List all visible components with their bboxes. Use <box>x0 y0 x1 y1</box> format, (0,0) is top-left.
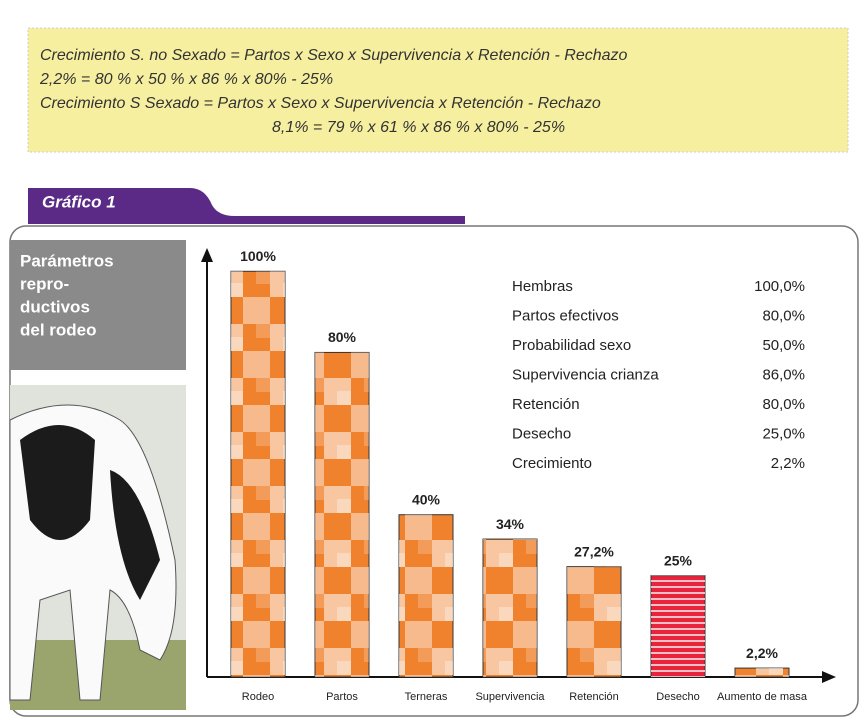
formula-line: Crecimiento S Sexado = Partos x Sexo x S… <box>40 95 601 112</box>
parameter-label: Partos efectivos <box>512 307 619 324</box>
x-tick-label: Retención <box>569 691 619 703</box>
parameter-label: Retención <box>512 396 580 413</box>
sidebar-text: ductivos <box>20 297 90 316</box>
parameter-value: 80,0% <box>762 396 805 413</box>
bar <box>231 271 285 677</box>
bar <box>399 515 453 677</box>
formula-line: Crecimiento S. no Sexado = Partos x Sexo… <box>40 47 628 64</box>
bar <box>567 567 621 677</box>
parameter-label: Supervivencia crianza <box>512 366 659 383</box>
parameter-label: Crecimiento <box>512 455 592 472</box>
bar <box>651 576 705 677</box>
sidebar-text: Parámetros <box>20 251 114 270</box>
page: Crecimiento S. no Sexado = Partos x Sexo… <box>0 0 865 727</box>
parameter-value: 50,0% <box>762 337 805 354</box>
x-tick-label: Desecho <box>656 691 699 703</box>
figure-label: Gráfico 1 <box>42 192 116 211</box>
parameter-value: 80,0% <box>762 307 805 324</box>
parameter-value: 100,0% <box>754 278 805 295</box>
x-tick-label: Supervivencia <box>475 691 545 703</box>
bar <box>483 539 537 677</box>
sidebar-text: del rodeo <box>20 320 97 339</box>
parameter-label: Hembras <box>512 278 573 295</box>
x-tick-label: Terneras <box>405 691 448 703</box>
x-tick-label: Aumento de masa <box>717 691 808 703</box>
parameter-value: 2,2% <box>771 455 805 472</box>
value-label: 100% <box>240 248 276 264</box>
bar <box>315 352 369 677</box>
parameter-value: 86,0% <box>762 366 805 383</box>
value-label: 80% <box>328 329 357 345</box>
x-tick-label: Partos <box>326 691 358 703</box>
bar <box>735 668 789 677</box>
parameter-label: Probabilidad sexo <box>512 337 631 354</box>
value-label: 40% <box>412 491 441 507</box>
sidebar-text: repro- <box>20 274 69 293</box>
value-label: 2,2% <box>746 645 778 661</box>
cow-illustration <box>10 385 186 710</box>
value-label: 25% <box>664 552 693 568</box>
parameter-value: 25,0% <box>762 425 805 442</box>
x-tick-label: Rodeo <box>242 691 274 703</box>
value-label: 34% <box>496 516 525 532</box>
formula-line: 2,2% = 80 % x 50 % x 86 % x 80% - 25% <box>39 71 333 88</box>
value-label: 27,2% <box>574 543 614 559</box>
formula-line: 8,1% = 79 % x 61 % x 86 % x 80% - 25% <box>272 119 565 136</box>
parameter-label: Desecho <box>512 425 571 442</box>
